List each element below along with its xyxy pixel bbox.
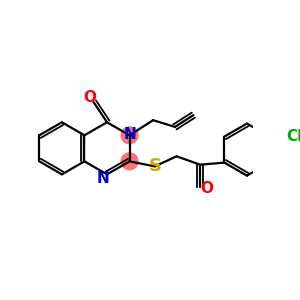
Text: O: O [84,90,97,105]
Circle shape [121,127,138,144]
Text: O: O [200,181,213,196]
Text: N: N [96,171,109,186]
Text: N: N [124,127,137,142]
Text: S: S [148,157,161,175]
Text: Cl: Cl [286,129,300,144]
Circle shape [121,153,138,170]
